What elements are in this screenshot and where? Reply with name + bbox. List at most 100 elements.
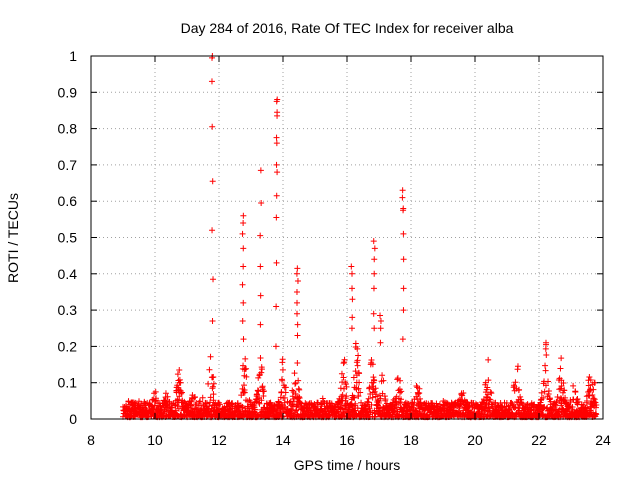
data-point [531, 401, 538, 408]
data-point [273, 303, 280, 310]
data-point [400, 307, 407, 314]
data-point [289, 387, 296, 394]
data-point [209, 385, 216, 392]
data-point [341, 356, 348, 363]
data-point [355, 393, 362, 400]
x-axis-label: GPS time / hours [294, 457, 401, 473]
data-point [293, 270, 300, 277]
data-point [343, 383, 350, 390]
data-point [593, 402, 600, 409]
data-point [354, 357, 361, 364]
data-point [371, 256, 378, 263]
data-point [273, 140, 280, 147]
data-point [260, 392, 267, 399]
data-point [352, 400, 359, 407]
data-point [162, 390, 169, 397]
data-point [348, 263, 355, 270]
data-point [508, 399, 515, 406]
data-point [205, 380, 212, 387]
data-point [296, 386, 303, 393]
data-point [370, 285, 377, 292]
data-point [349, 285, 356, 292]
x-tick-labels: 8 10 12 14 16 18 20 22 24 [87, 432, 611, 448]
data-point [125, 405, 132, 412]
data-point [319, 395, 326, 402]
data-point [545, 378, 552, 385]
data-point [546, 395, 553, 402]
data-point [593, 411, 600, 418]
data-point [292, 380, 299, 387]
data-point [512, 379, 519, 386]
data-point [174, 371, 181, 378]
data-point [296, 393, 303, 400]
chart-title: Day 284 of 2016, Rate Of TEC Index for r… [181, 20, 514, 36]
data-point [485, 377, 492, 384]
data-point [187, 402, 194, 409]
data-point [377, 325, 384, 332]
data-point [371, 245, 378, 252]
data-point [210, 397, 217, 404]
data-point [460, 390, 467, 397]
data-point [172, 407, 179, 414]
data-point [191, 405, 198, 412]
data-point [240, 212, 247, 219]
data-point [356, 379, 363, 386]
y-tick-labels: 0 0.1 0.2 0.3 0.4 0.5 0.6 0.7 0.8 0.9 1 [58, 48, 78, 427]
data-point [415, 390, 422, 397]
data-point [354, 345, 361, 352]
data-point [209, 178, 216, 185]
data-point [294, 310, 301, 317]
data-point [371, 270, 378, 277]
data-point [342, 381, 349, 388]
data-point [216, 401, 223, 408]
data-point [178, 390, 185, 397]
data-point [240, 245, 247, 252]
data-point [210, 380, 217, 387]
data-point [258, 397, 265, 404]
data-point [459, 392, 466, 399]
data-point [279, 366, 286, 373]
data-point [364, 398, 371, 405]
data-point [350, 374, 357, 381]
data-point [258, 369, 265, 376]
data-point [242, 355, 249, 362]
data-point [557, 385, 564, 392]
data-point [252, 406, 259, 413]
data-point [538, 389, 545, 396]
data-point [239, 317, 246, 324]
data-point [591, 379, 598, 386]
data-point [240, 336, 247, 343]
x-tick-label: 12 [211, 432, 227, 448]
x-tick-label: 24 [595, 432, 611, 448]
data-point [152, 388, 159, 395]
data-point [197, 398, 204, 405]
data-point [209, 383, 216, 390]
data-point [542, 367, 549, 374]
data-point [207, 394, 214, 401]
data-point [566, 402, 573, 409]
data-point [558, 355, 565, 362]
data-point [343, 393, 350, 400]
data-point [552, 402, 559, 409]
data-point [509, 401, 516, 408]
data-point [291, 370, 298, 377]
data-point [458, 396, 465, 403]
data-point [273, 259, 280, 266]
data-point [555, 408, 562, 415]
data-point [553, 399, 560, 406]
data-point [542, 362, 549, 369]
data-point [366, 384, 373, 391]
x-tick-label: 14 [275, 432, 291, 448]
data-point [382, 396, 389, 403]
data-point [556, 386, 563, 393]
data-point [355, 352, 362, 359]
data-point [257, 354, 264, 361]
data-point [339, 392, 346, 399]
data-point [574, 395, 581, 402]
data-point [209, 317, 216, 324]
data-point [394, 376, 401, 383]
data-point [586, 392, 593, 399]
data-point [542, 339, 549, 346]
data-point [377, 317, 384, 324]
y-tick-label: 0.9 [58, 84, 78, 100]
